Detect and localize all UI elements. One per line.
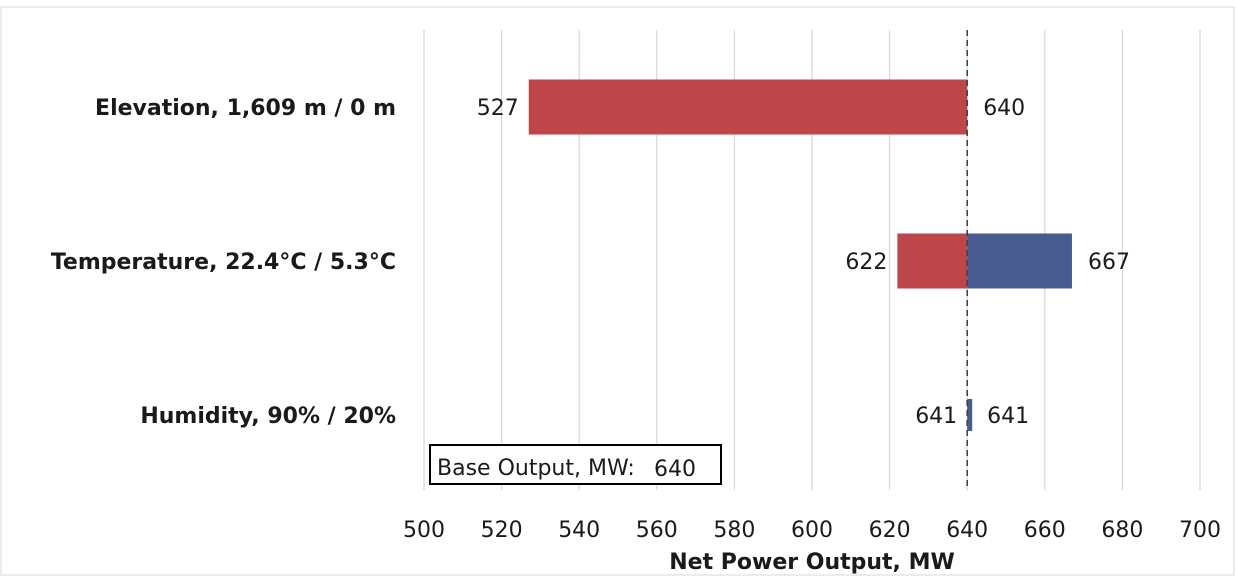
x-tick-label-640: 640 xyxy=(946,518,988,543)
data-label-low-0: 527 xyxy=(477,96,519,121)
x-tick-label-660: 660 xyxy=(1024,518,1066,543)
bar-low-0 xyxy=(528,79,968,135)
x-tick-label-580: 580 xyxy=(713,518,755,543)
x-axis-title: Net Power Output, MW xyxy=(669,550,954,575)
bar-low-1 xyxy=(897,233,968,289)
category-label-2: Humidity, 90% / 20% xyxy=(140,404,396,429)
data-label-low-2: 641 xyxy=(915,404,957,429)
x-tick-label-620: 620 xyxy=(869,518,911,543)
bar-layer xyxy=(528,79,1072,431)
bar-high-1 xyxy=(967,233,1072,289)
annotation-label: Base Output, MW: xyxy=(437,456,635,481)
x-tick-label-500: 500 xyxy=(403,518,445,543)
label-layer: Elevation, 1,609 m / 0 m 527 640 Temperatur… xyxy=(51,96,1130,429)
data-label-high-1: 667 xyxy=(1088,250,1130,275)
data-label-high-0: 640 xyxy=(983,96,1025,121)
x-tick-label-680: 680 xyxy=(1101,518,1143,543)
axis-layer: 500 520 540 560 580 600 620 640 660 680 700 xyxy=(403,30,1221,543)
annotation-value: 640 xyxy=(654,457,696,482)
x-tick-label-560: 560 xyxy=(636,518,678,543)
x-tick-label-520: 520 xyxy=(481,518,523,543)
category-label-0: Elevation, 1,609 m / 0 m xyxy=(95,96,396,121)
x-tick-label-540: 540 xyxy=(558,518,600,543)
base-output-annotation: Base Output, MW: 640 xyxy=(429,444,722,485)
data-label-low-1: 622 xyxy=(845,250,887,275)
annotation-frame xyxy=(429,444,722,485)
x-tick-label-700: 700 xyxy=(1179,518,1221,543)
x-tick-label-600: 600 xyxy=(791,518,833,543)
category-label-1: Temperature, 22.4°C / 5.3°C xyxy=(51,250,396,275)
bar-marker-2 xyxy=(968,399,973,431)
data-label-high-2: 641 xyxy=(987,404,1029,429)
